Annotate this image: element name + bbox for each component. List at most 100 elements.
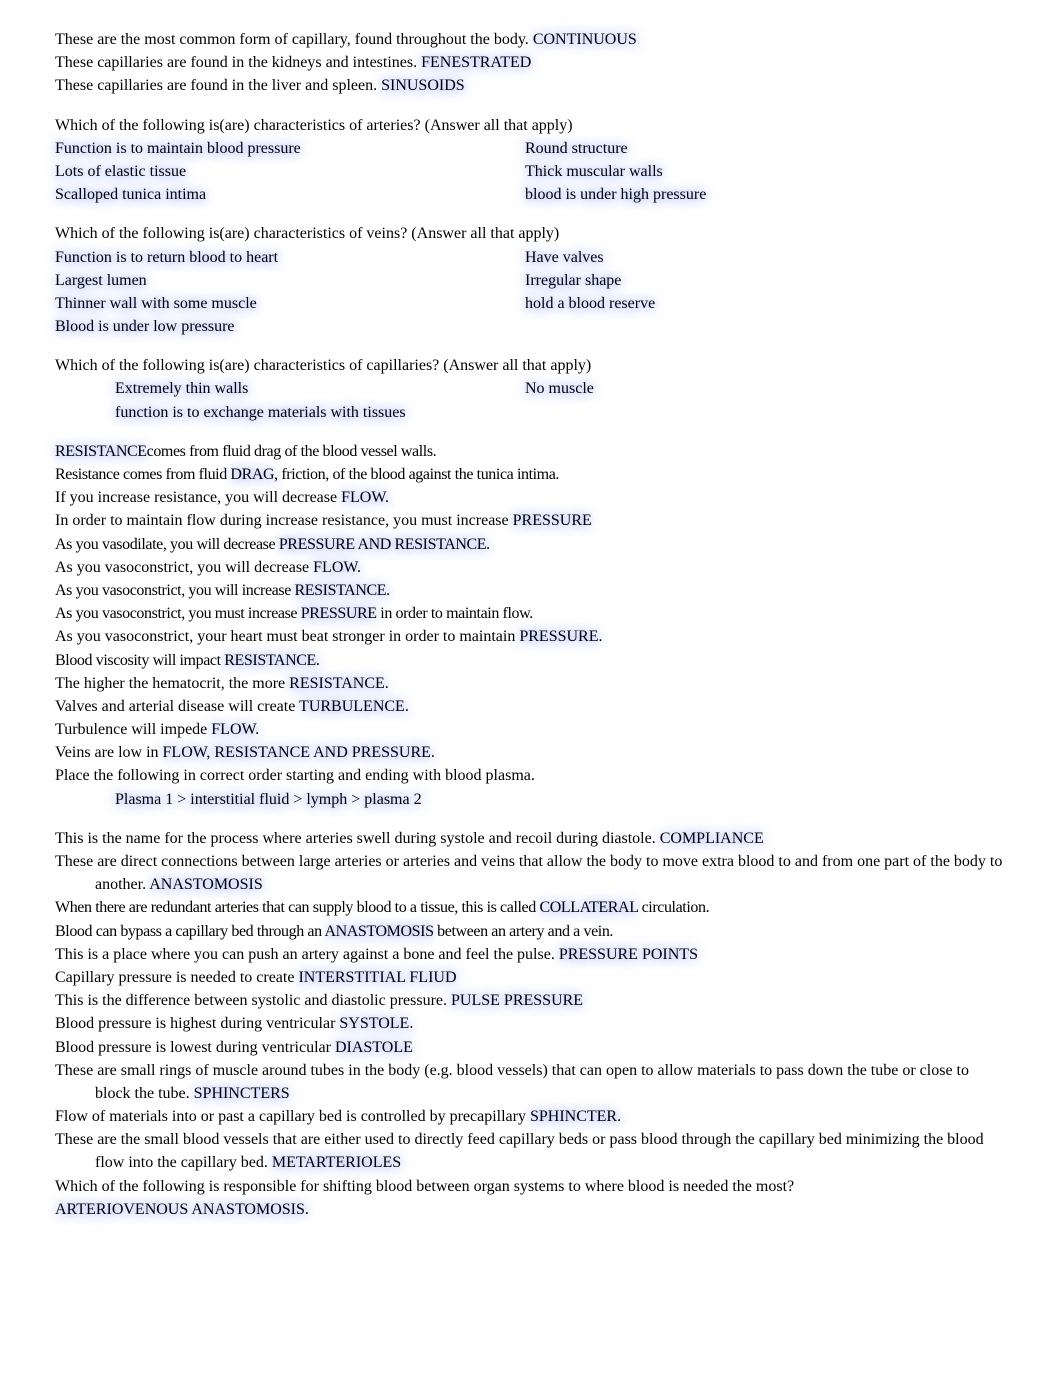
question-capillaries: Which of the following is(are) character… (55, 354, 1007, 377)
fill-line: Place the following in correct order sta… (55, 764, 1007, 787)
answer: SPHINCTERS (194, 1085, 290, 1102)
more-line: Which of the following is responsible fo… (55, 1175, 1007, 1198)
text: In order to maintain flow during increas… (55, 512, 513, 529)
text: As you vasoconstrict, you must increase (55, 605, 301, 622)
answer: FLOW, RESISTANCE AND PRESSURE. (163, 744, 435, 761)
fill-line: As you vasoconstrict, you must increase … (55, 602, 1007, 625)
more-line: Flow of materials into or past a capilla… (55, 1105, 1007, 1128)
more-line: Blood pressure is lowest during ventricu… (55, 1036, 1007, 1059)
text: This is a place where you can push an ar… (55, 946, 559, 963)
answer: SINUSOIDS (381, 77, 465, 94)
text: These capillaries are found in the liver… (55, 77, 381, 94)
text: These are small rings of muscle around t… (55, 1062, 969, 1102)
text: As you vasoconstrict, you will decrease (55, 559, 313, 576)
text: circulation. (638, 899, 709, 916)
answer-order: Plasma 1 > interstitial fluid > lymph > … (55, 788, 1007, 811)
line-sinusoids: These capillaries are found in the liver… (55, 74, 1007, 97)
more-line: These are small rings of muscle around t… (55, 1059, 1007, 1105)
fill-line: As you vasoconstrict, you will increase … (55, 579, 1007, 602)
more-line: When there are redundant arteries that c… (55, 896, 1007, 919)
more-line: Blood pressure is highest during ventric… (55, 1012, 1007, 1035)
answer: PRESSURE (301, 605, 377, 622)
text: As you vasoconstrict, you will increase (55, 582, 295, 599)
fill-line: In order to maintain flow during increas… (55, 509, 1007, 532)
cell: Thinner wall with some muscle (55, 292, 525, 315)
text: This is the difference between systolic … (55, 992, 451, 1009)
cell: Thick muscular walls (525, 160, 1007, 183)
answer: ARTERIOVENOUS ANASTOMOSIS. (55, 1198, 1007, 1221)
arteries-row: Lots of elastic tissueThick muscular wal… (55, 160, 1007, 183)
more-line: This is the name for the process where a… (55, 827, 1007, 850)
text: These are the small blood vessels that a… (55, 1131, 984, 1171)
text: Blood pressure is lowest during ventricu… (55, 1039, 335, 1056)
text: comes from fluid drag of the blood vesse… (147, 443, 437, 460)
answer: FLOW. (211, 721, 259, 738)
more-line: These are direct connections between lar… (55, 850, 1007, 896)
answer: RESISTANCE. (289, 675, 389, 692)
arteries-row: Function is to maintain blood pressureRo… (55, 137, 1007, 160)
cap-row: Extremely thin wallsNo muscle (55, 377, 1007, 400)
text: Capillary pressure is needed to create (55, 969, 298, 986)
fill-line: As you vasoconstrict, your heart must be… (55, 625, 1007, 648)
answer: FLOW. (341, 489, 389, 506)
text: Veins are low in (55, 744, 163, 761)
text: friction, of the blood against the tunic… (278, 466, 559, 483)
answer: ANASTOMOSIS (324, 923, 433, 940)
text: Resistance comes from fluid (55, 466, 230, 483)
text: Blood viscosity will impact (55, 652, 224, 669)
cell: Round structure (525, 137, 1007, 160)
answer: FENESTRATED (421, 54, 531, 71)
cell: hold a blood reserve (525, 292, 1007, 315)
arteries-row: Scalloped tunica intimablood is under hi… (55, 183, 1007, 206)
text: Blood pressure is highest during ventric… (55, 1015, 339, 1032)
text: This is the name for the process where a… (55, 830, 660, 847)
answer: PRESSURE. (519, 628, 602, 645)
answer: RESISTANCE. (224, 652, 319, 669)
cap-row: function is to exchange materials with t… (55, 401, 1007, 424)
answer: FLOW. (313, 559, 361, 576)
text: These capillaries are found in the kidne… (55, 54, 421, 71)
cell: Function is to maintain blood pressure (55, 137, 525, 160)
text: As you vasodilate, you will decrease (55, 536, 279, 553)
cell: Irregular shape (525, 269, 1007, 292)
cell: Lots of elastic tissue (55, 160, 525, 183)
answer: RESISTANCE (55, 443, 147, 460)
text: As you vasoconstrict, your heart must be… (55, 628, 519, 645)
fill-line: RESISTANCEcomes from fluid drag of the b… (55, 440, 1007, 463)
question-arteries: Which of the following is(are) character… (55, 114, 1007, 137)
veins-last: Blood is under low pressure (55, 315, 1007, 338)
answer: CONTINUOUS (533, 31, 637, 48)
fill-line: The higher the hematocrit, the more RESI… (55, 672, 1007, 695)
more-line: This is the difference between systolic … (55, 989, 1007, 1012)
more-line: Capillary pressure is needed to create I… (55, 966, 1007, 989)
answer: TURBULENCE. (299, 698, 409, 715)
cell: Largest lumen (55, 269, 525, 292)
answer: PRESSURE AND RESISTANCE. (279, 536, 490, 553)
text: These are the most common form of capill… (55, 31, 533, 48)
cell (525, 401, 1007, 424)
answer: INTERSTITIAL FLIUD (298, 969, 456, 986)
fill-line: Blood viscosity will impact RESISTANCE. (55, 649, 1007, 672)
more-line: Blood can bypass a capillary bed through… (55, 920, 1007, 943)
cell: Function is to return blood to heart (55, 246, 525, 269)
line-fenestrated: These capillaries are found in the kidne… (55, 51, 1007, 74)
line-continuous: These are the most common form of capill… (55, 28, 1007, 51)
text: If you increase resistance, you will dec… (55, 489, 341, 506)
cell: Extremely thin walls (115, 377, 525, 400)
fill-line: Turbulence will impede FLOW. (55, 718, 1007, 741)
cell: Have valves (525, 246, 1007, 269)
fill-line: Veins are low in FLOW, RESISTANCE AND PR… (55, 741, 1007, 764)
fill-line: As you vasoconstrict, you will decrease … (55, 556, 1007, 579)
cell: No muscle (525, 377, 1007, 400)
answer: PULSE PRESSURE (451, 992, 583, 1009)
text: Blood can bypass a capillary bed through… (55, 923, 324, 940)
answer: PRESSURE (513, 512, 592, 529)
answer: ANASTOMOSIS (149, 876, 263, 893)
veins-row: Function is to return blood to heartHave… (55, 246, 1007, 269)
answer: COMPLIANCE (660, 830, 764, 847)
answer: DIASTOLE (335, 1039, 413, 1056)
fill-line: Valves and arterial disease will create … (55, 695, 1007, 718)
text: Turbulence will impede (55, 721, 211, 738)
answer: SPHINCTER. (530, 1108, 621, 1125)
text: in order to maintain flow. (377, 605, 533, 622)
